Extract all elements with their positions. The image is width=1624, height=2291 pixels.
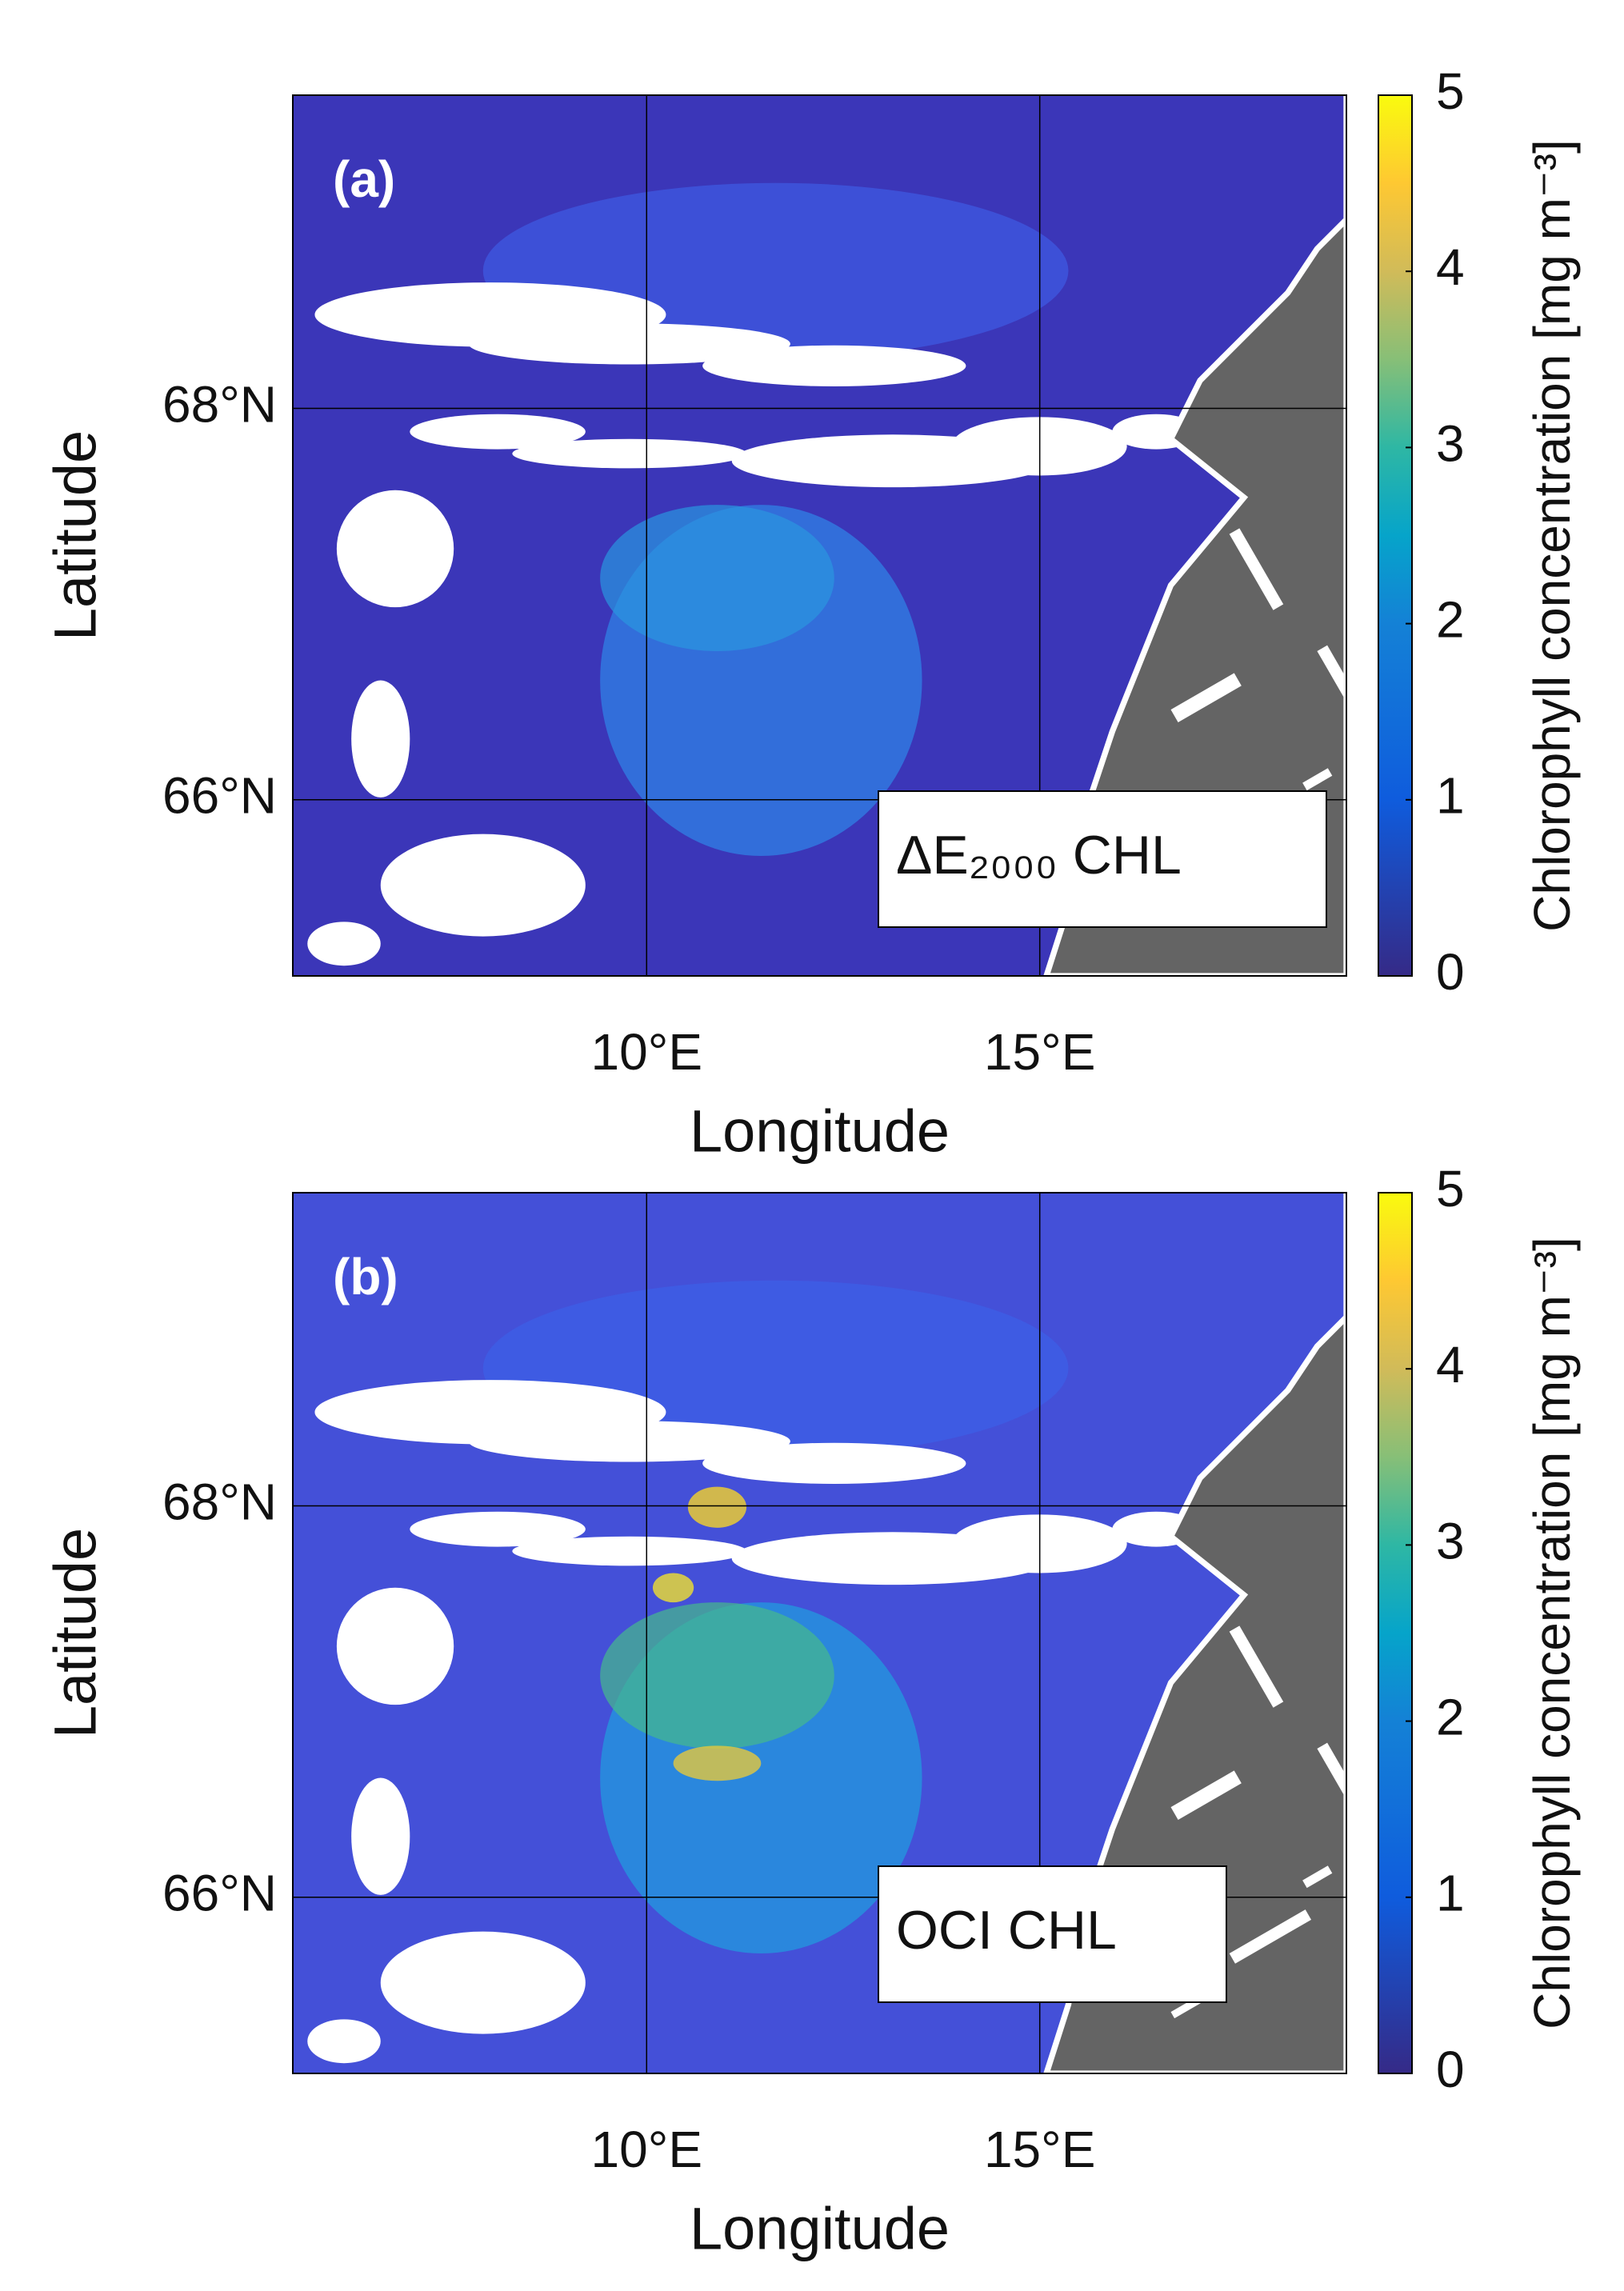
x-tick-label: 15°E [984, 2121, 1095, 2178]
plot-frame [292, 1192, 1347, 2074]
snow [1229, 1625, 1284, 1708]
colorbar [1378, 94, 1413, 977]
cloud [380, 1931, 586, 2034]
cloud [512, 438, 747, 469]
y-tick-label: 68°N [162, 375, 277, 433]
bloom-high [652, 1573, 694, 1603]
colorbar-tick-label: 5 [1436, 1160, 1465, 1217]
annotation: ΔE₂₀₀₀ CHL [896, 825, 1182, 886]
colorbar-tick-label: 1 [1436, 1865, 1465, 1922]
bloom-high [673, 1745, 762, 1781]
cloud [512, 1536, 747, 1566]
cloud [951, 417, 1127, 476]
x-tick-label: 15°E [984, 1023, 1095, 1081]
map-layer [293, 95, 1346, 976]
y-axis-label: Latitude [42, 430, 109, 641]
annotation-box [878, 790, 1327, 928]
annotation-box [878, 1865, 1227, 2003]
colorbar-label: Chlorophyll concentration [mg m⁻³] [1523, 1237, 1581, 2029]
colorbar-tick-label: 1 [1436, 767, 1465, 825]
cloud [951, 1514, 1127, 1573]
y-tick-label: 68°N [162, 1473, 277, 1530]
colorbar-tick-label: 3 [1436, 1512, 1465, 1569]
cloud [468, 1421, 790, 1462]
cloud [702, 1442, 966, 1484]
panel-label: (b) [333, 1248, 398, 1305]
colorbar-tick-label: 0 [1436, 943, 1465, 1001]
annotation: OCI CHL [896, 1900, 1117, 1961]
x-tick-label: 10°E [591, 2121, 702, 2178]
snow [1317, 645, 1346, 715]
cloud [336, 490, 454, 608]
snow [1317, 1742, 1346, 1813]
cloud [702, 345, 966, 386]
colorbar-tick-label: 4 [1436, 238, 1465, 296]
bloom-high [687, 1486, 747, 1528]
cloud [336, 1587, 454, 1705]
cloud [351, 680, 410, 798]
colorbar-label: Chlorophyll concentration [mg m⁻³] [1523, 139, 1581, 932]
bloom [600, 1602, 834, 1749]
cloud [307, 2019, 381, 2064]
colorbar-tick-label: 5 [1436, 62, 1465, 120]
snow [1170, 1770, 1242, 1820]
cloud [307, 922, 381, 966]
colorbar-tick-label: 0 [1436, 2041, 1465, 2098]
colorbar-tick-label: 2 [1436, 1689, 1465, 1746]
colorbar-tick-label: 2 [1436, 591, 1465, 649]
snow [1302, 768, 1333, 791]
panel-label: (a) [333, 150, 395, 208]
plot-frame [292, 94, 1347, 977]
bloom [600, 505, 834, 651]
x-tick-label: 10°E [591, 1023, 702, 1081]
cloud [468, 323, 790, 365]
y-axis-label: Latitude [42, 1528, 109, 1738]
snow [1302, 1865, 1333, 1889]
colorbar [1378, 1192, 1413, 2074]
y-tick-label: 66°N [162, 767, 277, 825]
cloud [380, 834, 586, 937]
x-axis-label: Longitude [690, 1098, 950, 1165]
cloud [410, 1511, 586, 1547]
snow [1229, 528, 1284, 610]
y-tick-label: 66°N [162, 1865, 277, 1922]
x-axis-label: Longitude [690, 2196, 950, 2262]
snow [1229, 1909, 1312, 1964]
map [293, 95, 1346, 976]
cloud [351, 1777, 410, 1895]
colorbar-tick-label: 4 [1436, 1336, 1465, 1393]
cloud [410, 414, 586, 450]
colorbar-tick-label: 3 [1436, 414, 1465, 472]
snow [1170, 673, 1242, 722]
